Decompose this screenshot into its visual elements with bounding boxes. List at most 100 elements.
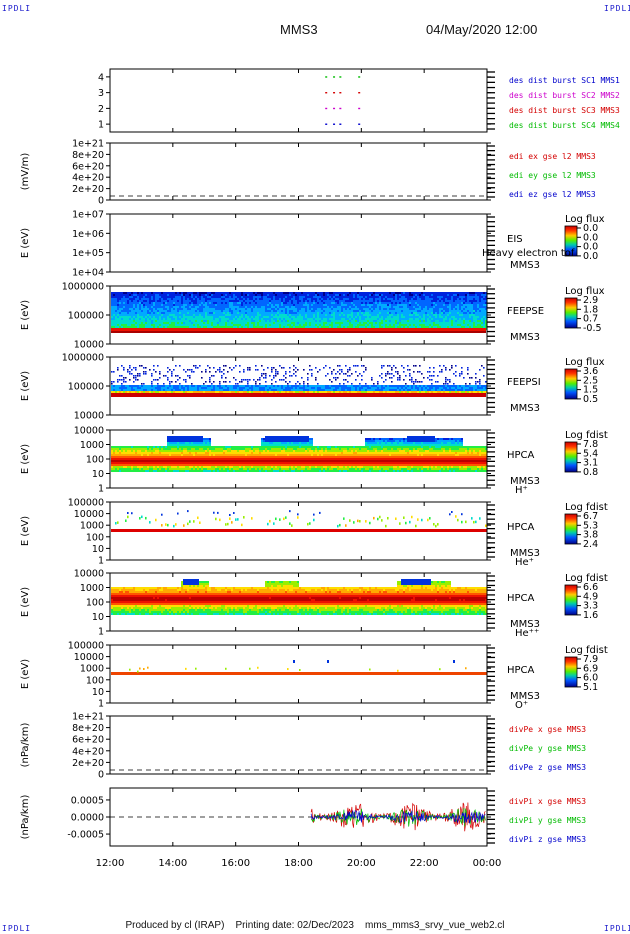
feepse-cell — [433, 296, 435, 298]
feepse-cell — [363, 294, 365, 296]
feepse-cell — [307, 324, 309, 326]
feepse-cell — [479, 294, 481, 296]
feepse-cell — [387, 306, 389, 308]
feepsi-cell — [473, 391, 475, 393]
feepse-cell — [407, 312, 409, 314]
feepse-cell — [197, 302, 199, 304]
feepsi-cell — [417, 381, 419, 383]
feepse-cell — [217, 308, 219, 310]
feepse-cell — [245, 302, 247, 304]
feepse-cell — [433, 298, 435, 300]
feepse-cell — [271, 304, 273, 306]
feepse-cell — [185, 308, 187, 310]
feepsi-cell — [345, 379, 347, 381]
feepse-cell — [111, 324, 113, 326]
feepse-cell — [277, 316, 279, 318]
feepse-cell — [221, 316, 223, 318]
feepse-cell — [295, 302, 297, 304]
feepse-cell — [367, 292, 369, 294]
feepsi-cell — [391, 381, 393, 383]
feepsi-cell — [123, 381, 125, 383]
feepsi-cell — [415, 389, 417, 391]
feepsi-cell — [205, 385, 207, 387]
feepse-cell — [333, 310, 335, 312]
feepse-cell — [201, 312, 203, 314]
feepse-cell — [321, 322, 323, 324]
feepse-cell — [291, 300, 293, 302]
feepse-cell — [467, 298, 469, 300]
feepse-cell — [297, 312, 299, 314]
feepse-cell — [283, 310, 285, 312]
feepsi-cell — [419, 387, 421, 389]
feepse-cell — [127, 324, 129, 326]
feepse-cell — [371, 308, 373, 310]
feepsi-cell — [435, 387, 437, 389]
feepse-cell — [343, 306, 345, 308]
feepse-cell — [457, 310, 459, 312]
feepsi-cell — [351, 391, 353, 393]
feepsi-cell — [141, 387, 143, 389]
feepse-cell — [371, 314, 373, 316]
feepse-cell — [253, 302, 255, 304]
feepsi-cell — [449, 387, 451, 389]
feepse-cell — [167, 310, 169, 312]
feepsi-cell — [479, 391, 481, 393]
feepse-cell — [185, 316, 187, 318]
feepsi-cell — [313, 391, 315, 393]
feepse-cell — [111, 320, 113, 322]
feepse-cell — [169, 296, 171, 298]
feepse-cell — [125, 306, 127, 308]
feepsi-cell — [315, 379, 317, 381]
feepse-cell — [429, 306, 431, 308]
feepse-cell — [293, 296, 295, 298]
feepse-cell — [217, 316, 219, 318]
feepse-cell — [375, 298, 377, 300]
hpca-cell-hpca_h — [111, 462, 113, 464]
feepse-cell — [275, 312, 277, 314]
feepsi-cell — [461, 389, 463, 391]
feepsi-cell — [145, 385, 147, 387]
feepse-cell — [251, 300, 253, 302]
feepse-cell — [469, 306, 471, 308]
feepse-cell — [123, 298, 125, 300]
feepse-cell — [401, 320, 403, 322]
feepse-cell — [133, 320, 135, 322]
feepse-cell — [149, 292, 151, 294]
feepse-cell — [435, 310, 437, 312]
feepse-cell — [143, 292, 145, 294]
feepse-cell — [475, 302, 477, 304]
feepsi-cell — [151, 387, 153, 389]
feepsi-cell — [431, 389, 433, 391]
feepse-cell — [163, 326, 165, 328]
feepse-cell — [145, 304, 147, 306]
feepse-cell — [287, 324, 289, 326]
feepse-cell — [181, 294, 183, 296]
feepse-cell — [221, 302, 223, 304]
feepse-cell — [177, 322, 179, 324]
feepse-cell — [349, 312, 351, 314]
feepse-cell — [311, 300, 313, 302]
feepse-cell — [277, 314, 279, 316]
feepsi-cell — [189, 385, 191, 387]
feepsi-cell — [279, 365, 281, 367]
feepse-cell — [363, 302, 365, 304]
feepsi-cell — [309, 391, 311, 393]
feepsi-cell — [135, 391, 137, 393]
feepse-cell — [449, 312, 451, 314]
feepse-cell — [241, 326, 243, 328]
feepse-cell — [397, 312, 399, 314]
feepsi-cell — [347, 375, 349, 377]
feepsi-cell — [349, 385, 351, 387]
feepsi-cell — [379, 387, 381, 389]
feepse-cell — [461, 296, 463, 298]
feepse-cell — [485, 296, 487, 298]
feepse-cell — [299, 318, 301, 320]
feepsi-cell — [483, 367, 485, 369]
feepse-cell — [173, 324, 175, 326]
feepse-cell — [433, 310, 435, 312]
feepsi-cell — [163, 385, 165, 387]
feepse-cell — [379, 304, 381, 306]
feepse-cell — [119, 322, 121, 324]
feepse-cell — [389, 292, 391, 294]
feepsi-cell — [421, 381, 423, 383]
